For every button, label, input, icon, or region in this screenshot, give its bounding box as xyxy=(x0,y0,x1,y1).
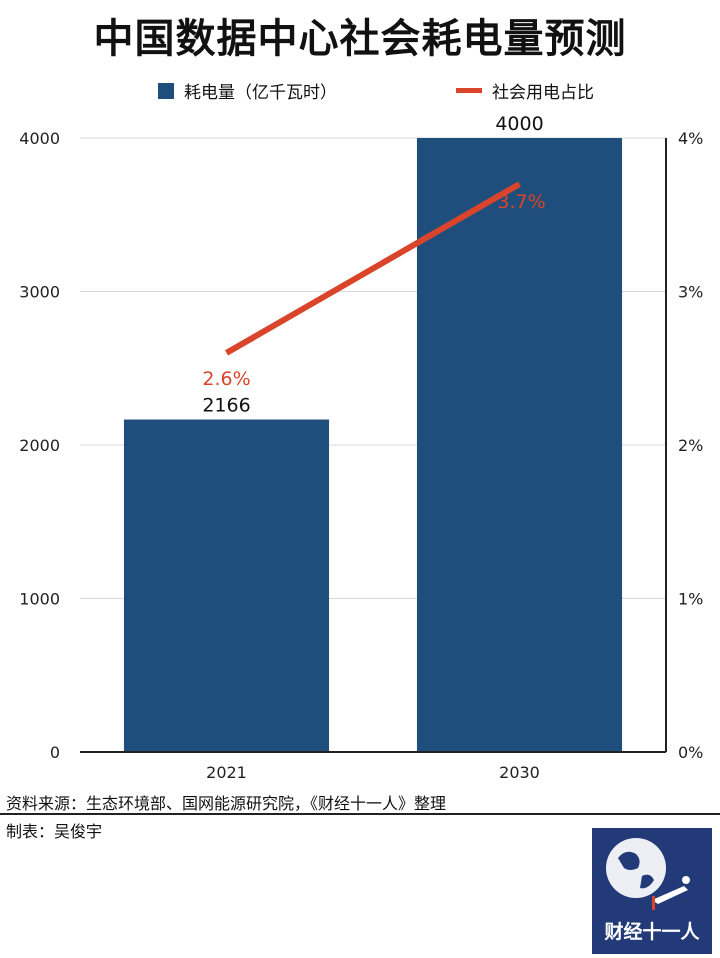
y-right-tick-label: 0% xyxy=(678,743,703,762)
legend-bar-swatch xyxy=(158,82,174,99)
y-left-tick-label: 4000 xyxy=(19,129,60,148)
y-left-tick-label: 3000 xyxy=(19,283,60,302)
logo: 财经十一人 xyxy=(592,828,712,954)
x-tick-label: 2021 xyxy=(206,763,247,782)
chart-plot: 0 1000 2000 3000 4000 0% 1% 2% 3% 4% 2166 4000 2021 2… xyxy=(19,113,703,782)
line-value-label: 3.7% xyxy=(497,191,545,213)
x-tick-label: 2030 xyxy=(499,763,540,782)
legend-line-swatch xyxy=(456,88,482,93)
legend: 耗电量（亿千瓦时） 社会用电占比 xyxy=(0,78,720,106)
legend-bar-label: 耗电量（亿千瓦时） xyxy=(184,83,337,103)
bar xyxy=(123,419,330,752)
line-value-label: 2.6% xyxy=(202,368,250,390)
source-note: 资料来源：生态环境部、国网能源研究院，《财经十一人》整理 xyxy=(6,794,447,813)
y-right-tick-label: 1% xyxy=(678,590,703,609)
legend-item-bar: 耗电量（亿千瓦时） xyxy=(158,78,337,103)
bar-value-label: 4000 xyxy=(495,113,543,135)
legend-item-line: 社会用电占比 xyxy=(456,78,594,103)
line-series xyxy=(225,181,521,356)
y-right-tick-label: 3% xyxy=(678,283,703,302)
legend-line-label: 社会用电占比 xyxy=(492,83,594,103)
globe-icon xyxy=(606,838,690,910)
y-right-tick-label: 4% xyxy=(678,129,703,148)
y-left-tick-label: 2000 xyxy=(19,436,60,455)
maker-note: 制表：吴俊宇 xyxy=(6,822,103,841)
logo-text: 财经十一人 xyxy=(604,921,700,943)
y-left-tick-label: 0 xyxy=(50,743,60,762)
divider xyxy=(0,813,720,815)
chart-title: 中国数据中心社会耗电量预测 xyxy=(93,16,627,62)
bar xyxy=(416,138,623,752)
y-left-tick-label: 1000 xyxy=(19,590,60,609)
y-right-tick-label: 2% xyxy=(678,436,703,455)
bar-value-label: 2166 xyxy=(202,395,250,417)
